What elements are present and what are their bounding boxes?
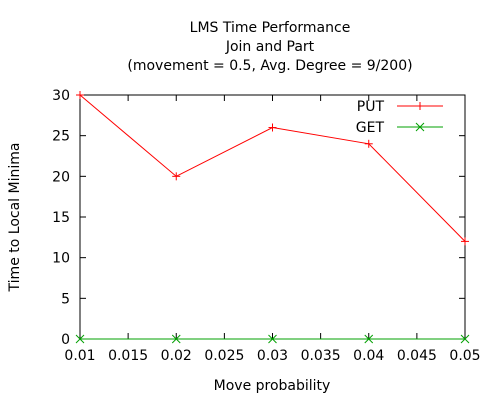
data-point-get <box>460 334 470 344</box>
series-line-put <box>79 94 466 242</box>
x-axis-label: Move probability <box>214 378 331 394</box>
data-point-put <box>268 123 277 132</box>
y-tick-label: 25 <box>52 129 70 145</box>
chart-title-line-1: LMS Time Performance <box>190 20 351 36</box>
x-tick-label: 0.015 <box>108 348 148 364</box>
x-tick-label: 0.04 <box>353 348 384 364</box>
legend: PUT GET <box>356 99 443 136</box>
x-tick-label: 0.02 <box>161 348 192 364</box>
data-point-put <box>76 91 84 99</box>
series-get <box>75 334 470 344</box>
data-point-get <box>75 334 85 344</box>
x-tick-label: 0.035 <box>301 348 341 364</box>
y-axis-ticks: 0 5 10 15 20 25 30 <box>52 88 465 348</box>
y-tick-label: 15 <box>52 210 70 226</box>
x-tick-label: 0.025 <box>204 348 244 364</box>
y-tick-label: 30 <box>52 88 70 104</box>
chart-title-line-2: Join and Part <box>225 39 315 55</box>
x-tick-label: 0.045 <box>397 348 437 364</box>
legend-marker-put <box>416 102 424 110</box>
legend-label-put: PUT <box>357 99 385 115</box>
data-point-put <box>172 172 181 181</box>
chart-title-line-3: (movement = 0.5, Avg. Degree = 9/200) <box>127 58 412 74</box>
data-point-get <box>268 334 277 344</box>
data-point-put <box>461 237 469 246</box>
chart-title: LMS Time Performance Join and Part (move… <box>127 20 412 74</box>
series-layer <box>75 91 470 344</box>
y-axis-label: Time to Local Minima <box>7 143 23 293</box>
data-point-get <box>364 334 374 344</box>
x-axis-ticks: 0.01 0.015 0.02 0.025 0.03 0.035 0.04 0.045 0.05 <box>64 95 481 364</box>
y-tick-label: 10 <box>52 251 70 267</box>
data-point-put <box>364 139 373 148</box>
legend-label-get: GET <box>356 120 385 136</box>
y-tick-label: 0 <box>61 332 70 348</box>
data-point-get <box>171 334 181 344</box>
series-put <box>76 91 469 246</box>
legend-marker-get <box>415 122 425 132</box>
x-tick-label: 0.05 <box>449 348 480 364</box>
plot-frame <box>79 94 466 340</box>
y-tick-label: 5 <box>61 291 70 307</box>
y-tick-label: 20 <box>52 169 70 185</box>
x-tick-label: 0.03 <box>257 348 288 364</box>
x-tick-label: 0.01 <box>64 348 95 364</box>
